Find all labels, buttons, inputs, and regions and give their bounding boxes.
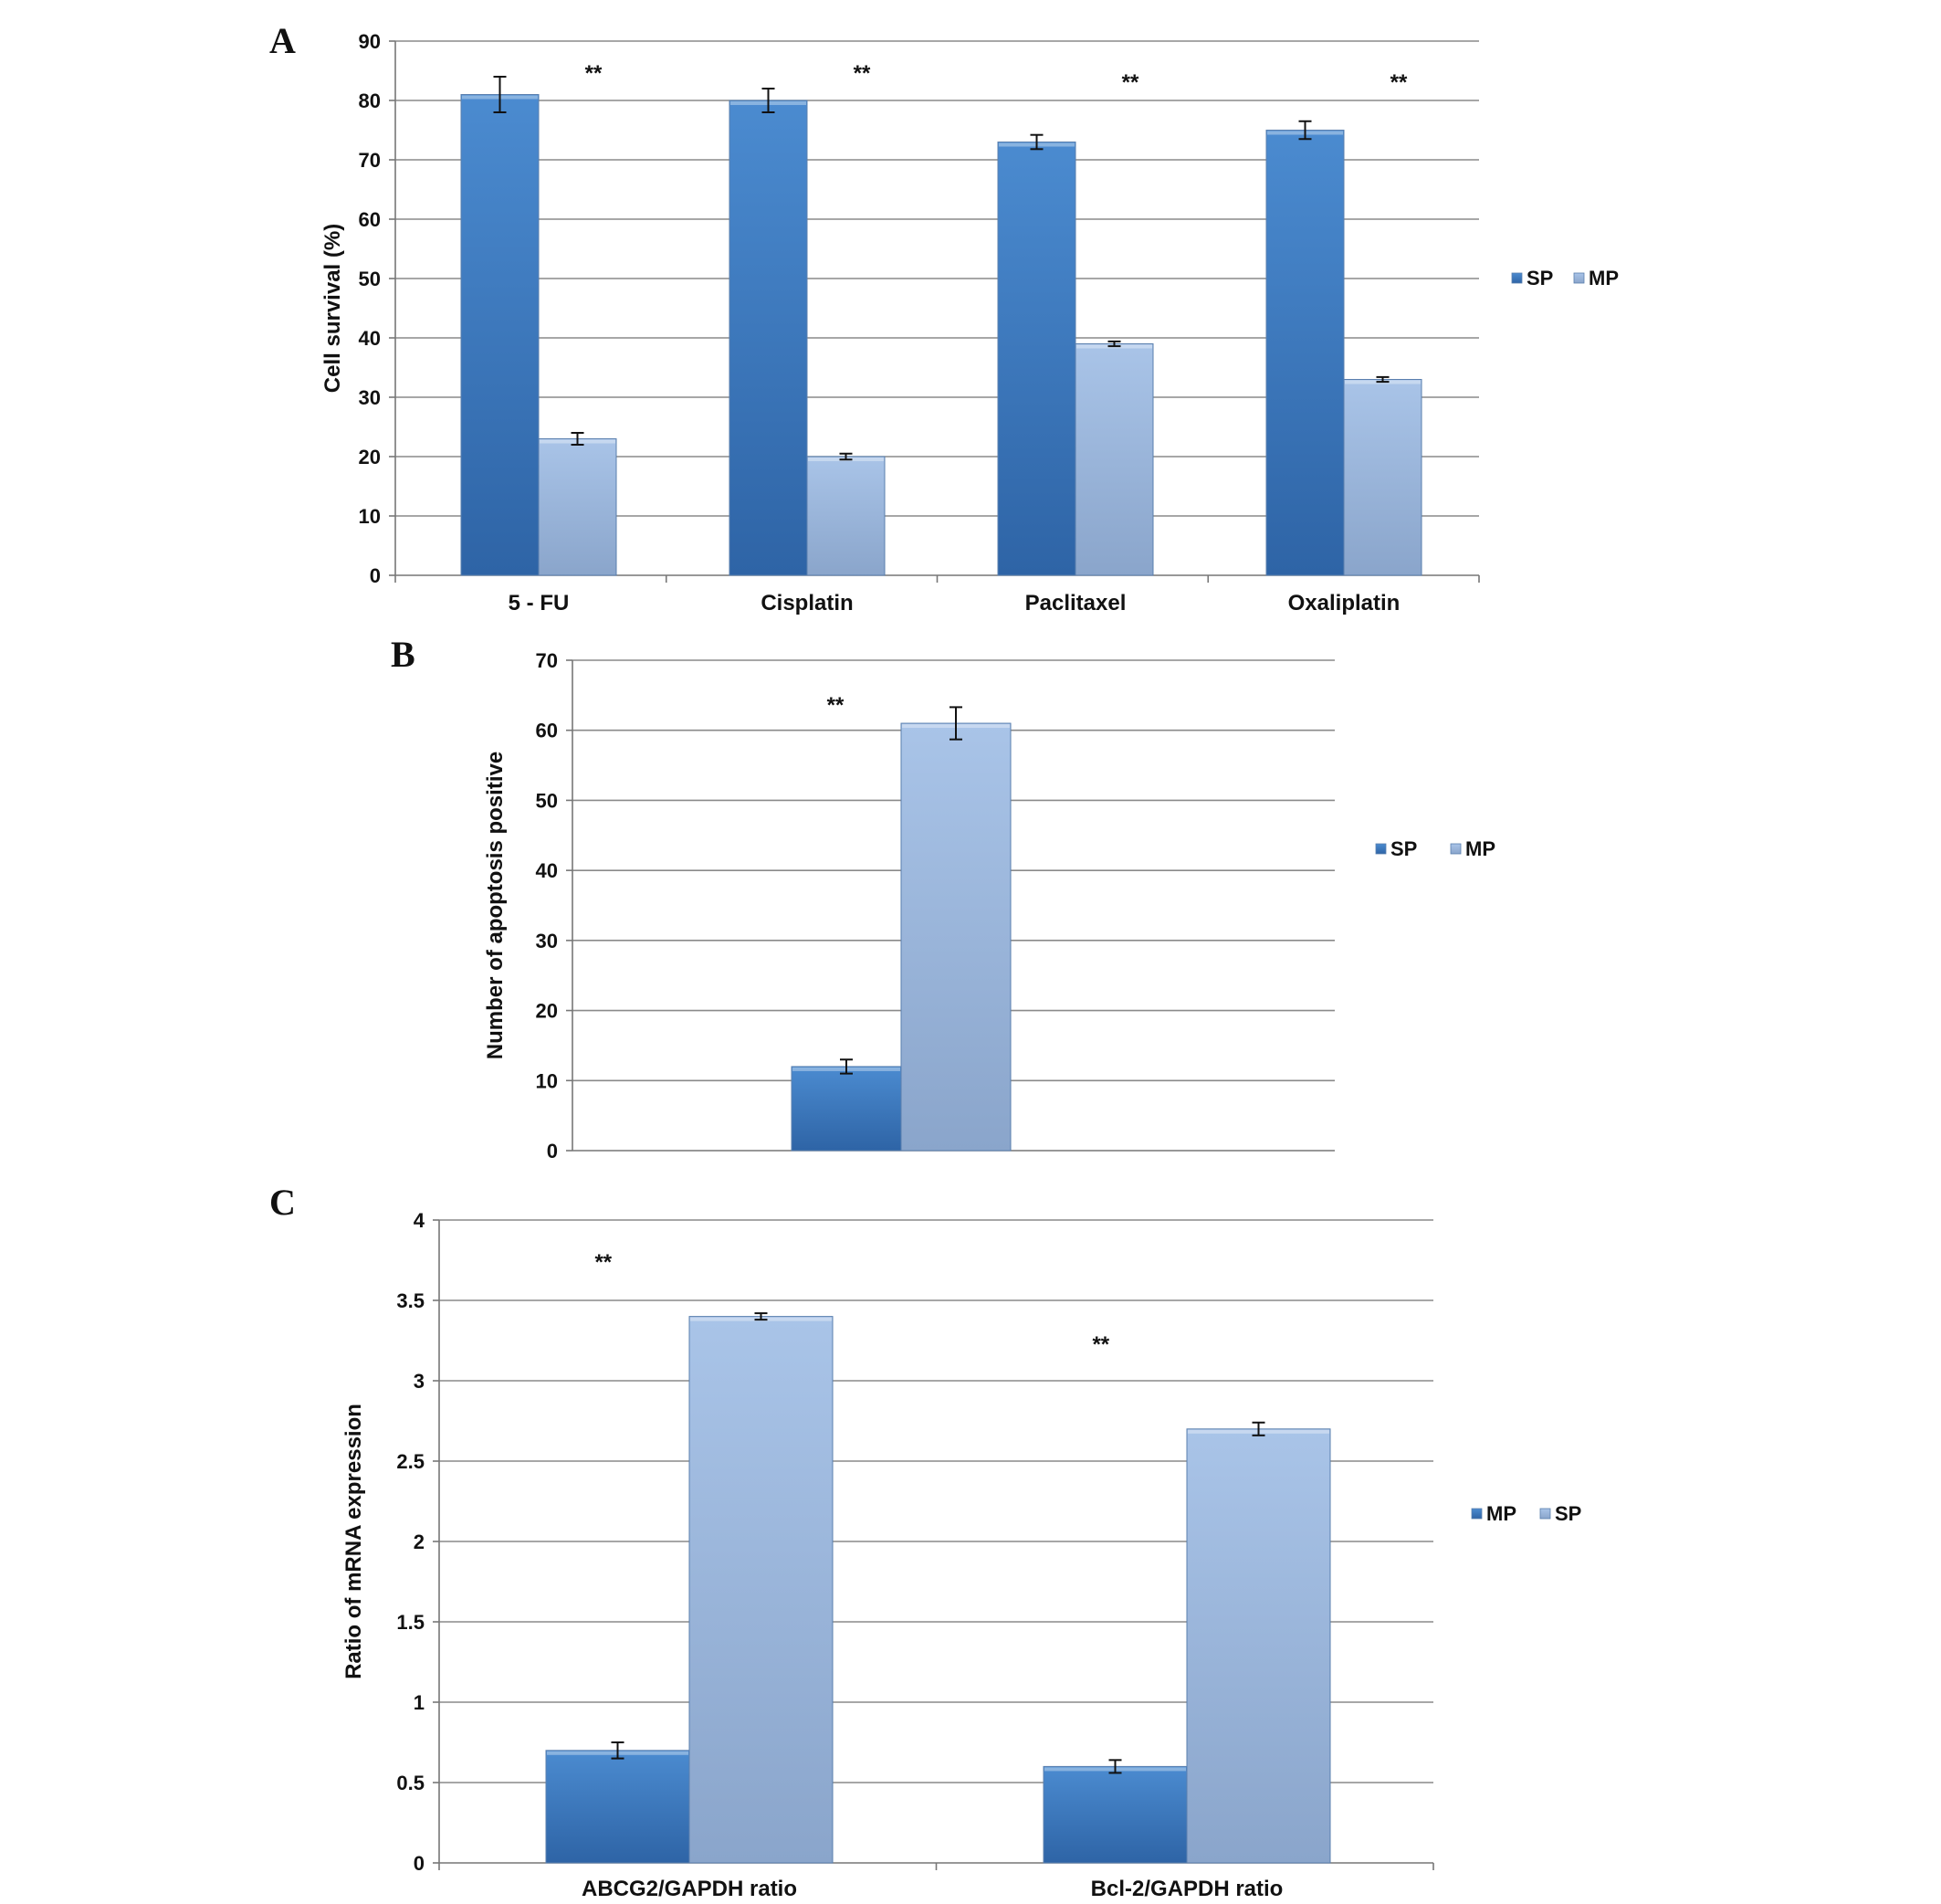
- y-axis-label: Ratio of mRNA expression: [341, 1404, 366, 1679]
- y-tick-label: 10: [359, 505, 381, 528]
- y-tick-label: 30: [536, 930, 558, 952]
- y-tick-label: 60: [536, 720, 558, 742]
- significance-marker: **: [585, 61, 603, 86]
- bar-mp: [900, 722, 1012, 1152]
- legend-label-sp: SP: [1527, 267, 1553, 289]
- bar-sp: [1186, 1428, 1331, 1864]
- panel-label: C: [269, 1182, 296, 1223]
- legend-swatch-sp: [1511, 272, 1523, 284]
- panel-label: A: [269, 20, 296, 61]
- x-category-label: Oxaliplatin: [1288, 591, 1401, 615]
- bar-mp: [545, 1750, 690, 1864]
- y-axis-label: Cell survival (%): [320, 224, 345, 393]
- x-category-label: ABCG2/GAPDH ratio: [582, 1877, 797, 1901]
- y-tick-label: 2: [414, 1531, 425, 1553]
- y-tick-label: 2.5: [396, 1450, 425, 1473]
- significance-marker: **: [594, 1250, 612, 1275]
- y-tick-label: 70: [359, 149, 381, 172]
- legend-label-mp: MP: [1465, 837, 1495, 860]
- y-tick-label: 1: [414, 1691, 425, 1714]
- y-tick-label: 3: [414, 1370, 425, 1393]
- y-tick-label: 3.5: [396, 1289, 425, 1312]
- bar-mp: [538, 438, 617, 576]
- significance-marker: **: [854, 61, 871, 86]
- bar-sp: [791, 1066, 902, 1152]
- significance-marker: **: [1092, 1332, 1109, 1357]
- significance-marker: **: [1122, 70, 1139, 95]
- x-category-label: Bcl-2/GAPDH ratio: [1091, 1877, 1284, 1901]
- legend-label-sp: SP: [1555, 1502, 1581, 1525]
- significance-marker: **: [827, 693, 845, 718]
- x-category-label: Cisplatin: [761, 591, 853, 615]
- bar-sp: [688, 1316, 834, 1864]
- y-tick-label: 40: [536, 859, 558, 882]
- legend-swatch-mp: [1450, 843, 1462, 855]
- y-tick-label: 0: [414, 1852, 425, 1875]
- y-tick-label: 20: [536, 1000, 558, 1023]
- y-tick-label: 0: [370, 564, 381, 587]
- legend-swatch-mp: [1471, 1508, 1483, 1520]
- y-tick-label: 20: [359, 446, 381, 468]
- bar-mp: [1343, 379, 1422, 576]
- y-tick-label: 4: [414, 1209, 425, 1232]
- legend-label-mp: MP: [1486, 1502, 1516, 1525]
- bar-sp: [997, 142, 1076, 576]
- y-tick-label: 30: [359, 386, 381, 409]
- panel-a-chart: A 0 10 20 30 40 50 60 70 80 90 Cell survival (%) ** *…: [269, 20, 1619, 615]
- legend-label-mp: MP: [1589, 267, 1619, 289]
- y-tick-label: 1.5: [396, 1611, 425, 1634]
- y-tick-label: 0: [547, 1140, 558, 1162]
- bar-sp: [460, 94, 540, 576]
- x-category-label: Paclitaxel: [1025, 591, 1127, 615]
- legend-swatch-sp: [1375, 843, 1387, 855]
- y-tick-label: 0.5: [396, 1772, 425, 1794]
- y-axis-label: Number of apoptosis positive: [483, 752, 508, 1059]
- panel-label: B: [391, 634, 415, 675]
- legend-swatch-sp: [1539, 1508, 1551, 1520]
- bar-sp: [1265, 130, 1345, 576]
- panel-c-chart: C 0 0.5 1 1.5 2 2.5 3 3.5 4 Ratio of mRNA expressi…: [269, 1182, 1581, 1901]
- y-tick-label: 70: [536, 649, 558, 672]
- y-tick-label: 50: [359, 268, 381, 290]
- legend-swatch-mp: [1573, 272, 1585, 284]
- bar-mp: [1043, 1765, 1188, 1864]
- significance-marker: **: [1390, 70, 1408, 95]
- bar-mp: [1075, 343, 1154, 576]
- panel-b-chart: B 0 10 20 30 40 50 60 70 Number of apoptosis posi…: [391, 634, 1495, 1162]
- y-tick-label: 80: [359, 89, 381, 112]
- x-category-label: 5 - FU: [509, 591, 570, 615]
- y-tick-label: 10: [536, 1069, 558, 1092]
- y-tick-label: 50: [536, 789, 558, 812]
- y-tick-label: 40: [359, 327, 381, 350]
- y-tick-label: 60: [359, 208, 381, 231]
- bar-sp: [729, 100, 808, 576]
- bar-mp: [806, 456, 886, 576]
- legend-label-sp: SP: [1390, 837, 1417, 860]
- y-tick-label: 90: [359, 30, 381, 53]
